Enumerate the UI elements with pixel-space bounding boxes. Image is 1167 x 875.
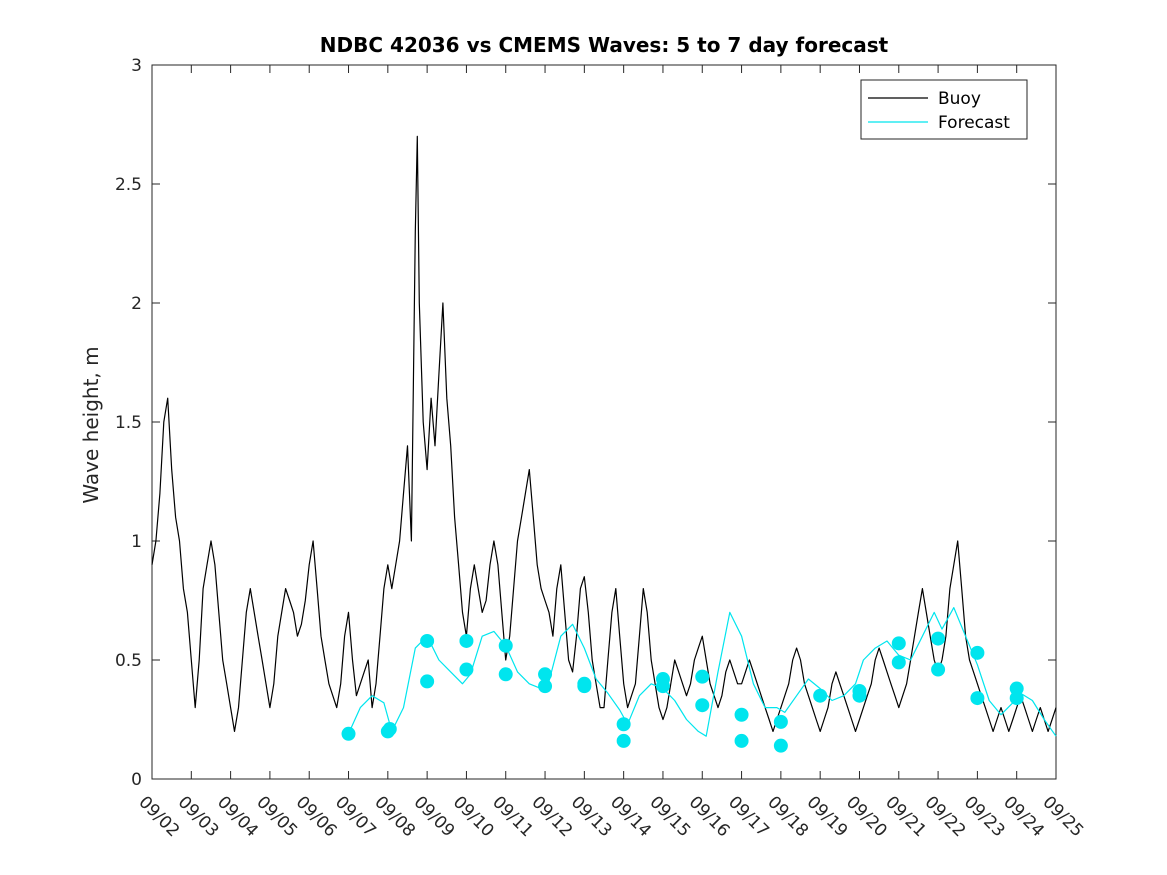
- forecast-marker: [341, 726, 356, 741]
- chart-title: NDBC 42036 vs CMEMS Waves: 5 to 7 day fo…: [320, 33, 889, 57]
- forecast-marker: [734, 707, 749, 722]
- forecast-marker: [459, 633, 474, 648]
- forecast-marker: [773, 714, 788, 729]
- forecast-marker: [577, 679, 592, 694]
- forecast-marker: [931, 631, 946, 646]
- forecast-marker: [382, 722, 397, 737]
- forecast-marker: [773, 738, 788, 753]
- y-tick-label: 2.5: [115, 175, 142, 195]
- forecast-marker: [1009, 681, 1024, 696]
- legend-label-forecast: Forecast: [938, 113, 1010, 133]
- series-line-buoy: [151, 135, 1057, 732]
- forecast-marker: [538, 679, 553, 694]
- forecast-marker: [420, 674, 435, 689]
- y-axis-label: Wave height, m: [79, 346, 103, 503]
- y-tick-label: 3: [131, 56, 142, 76]
- forecast-marker: [498, 667, 513, 682]
- forecast-marker: [891, 636, 906, 651]
- legend: Buoy Forecast: [860, 79, 1028, 140]
- forecast-marker: [813, 688, 828, 703]
- y-ticks: 0 0.5 1 1.5 2 2.5 3: [115, 56, 1056, 790]
- forecast-marker: [420, 633, 435, 648]
- forecast-marker: [734, 733, 749, 748]
- y-tick-label: 0.5: [115, 651, 142, 671]
- forecast-marker: [498, 638, 513, 653]
- forecast-marker: [655, 672, 670, 687]
- series-layer: [151, 135, 1057, 737]
- series-line-forecast: [347, 607, 1057, 737]
- forecast-marker: [695, 698, 710, 713]
- y-tick-label: 1: [131, 532, 142, 552]
- forecast-marker: [891, 655, 906, 670]
- forecast-marker: [852, 683, 867, 698]
- legend-label-buoy: Buoy: [938, 89, 981, 109]
- y-tick-label: 2: [131, 294, 142, 314]
- forecast-marker: [695, 669, 710, 684]
- forecast-marker: [616, 717, 631, 732]
- forecast-markers: [341, 631, 1024, 753]
- y-tick-label: 1.5: [115, 413, 142, 433]
- legend-box: [860, 79, 1028, 140]
- forecast-marker: [538, 667, 553, 682]
- forecast-marker: [970, 691, 985, 706]
- forecast-marker: [459, 662, 474, 677]
- y-tick-label: 0: [131, 770, 142, 790]
- forecast-marker: [616, 733, 631, 748]
- forecast-marker: [931, 662, 946, 677]
- forecast-marker: [970, 645, 985, 660]
